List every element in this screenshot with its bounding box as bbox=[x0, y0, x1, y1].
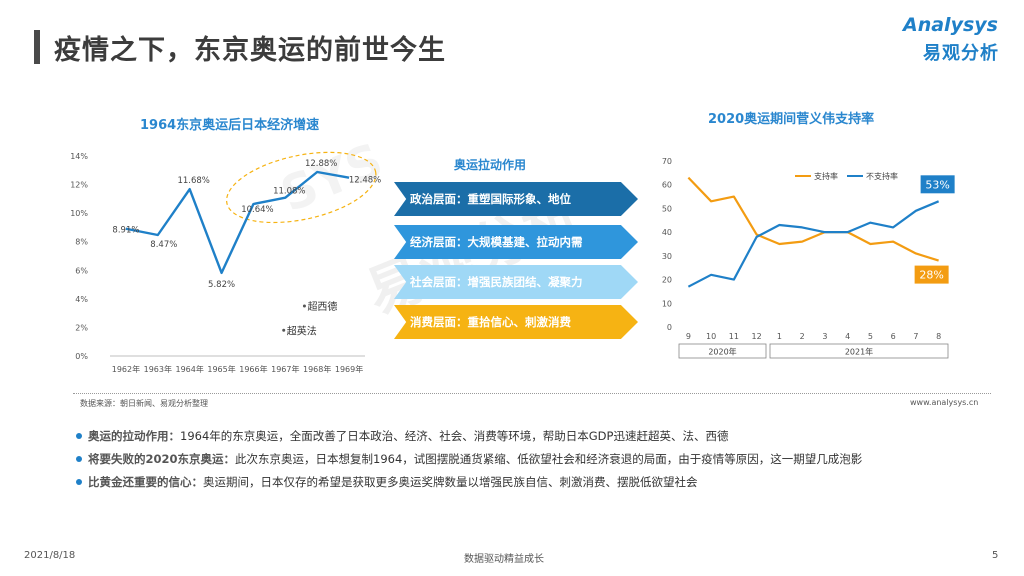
bullet-dot-icon bbox=[76, 456, 82, 462]
x-tick-label: 1967年 bbox=[271, 364, 299, 374]
x-tick-label: 1962年 bbox=[112, 364, 140, 374]
annotation-label: 超英法 bbox=[287, 324, 317, 337]
year-group-label: 2020年 bbox=[708, 347, 736, 357]
y-tick-label: 12% bbox=[70, 181, 88, 190]
y-tick-label: 10% bbox=[70, 209, 88, 218]
data-label: 11.68% bbox=[177, 176, 209, 186]
page-number: 5 bbox=[992, 550, 999, 561]
x-tick-label: 1966年 bbox=[239, 364, 267, 374]
divider bbox=[73, 393, 991, 394]
oppose-end-label: 53% bbox=[925, 178, 949, 191]
year-group-box bbox=[769, 343, 949, 359]
website-link[interactable]: www.analysys.cn bbox=[910, 398, 979, 407]
x-tick-label: 1964年 bbox=[176, 364, 204, 374]
data-label: 10.64% bbox=[241, 205, 273, 215]
x-tick-label: 6 bbox=[891, 332, 896, 341]
bullet-title: 比黄金还重要的信心： bbox=[88, 475, 203, 489]
x-tick-label: 3 bbox=[822, 332, 827, 341]
legend-label: 支持率 bbox=[814, 171, 838, 181]
bullet-item: 比黄金还重要的信心： 奥运期间，日本仅存的希望是获取更多奥运奖牌数量以增强民族自… bbox=[76, 474, 698, 490]
support-end-badge bbox=[914, 265, 949, 284]
impact-economy-label: 经济层面：大规模基建、拉动内需 bbox=[410, 235, 583, 249]
x-tick-label: 2 bbox=[800, 332, 805, 341]
footer-date: 2021/8/18 bbox=[24, 550, 76, 561]
bullet-text: 奥运期间，日本仅存的希望是获取更多奥运奖牌数量以增强民族自信、刺激消费、摆脱低欲… bbox=[203, 475, 698, 489]
x-tick-label: 12 bbox=[752, 332, 762, 341]
annotation-label: 超西德 bbox=[307, 300, 337, 313]
footer-slogan: 数据驱动精益成长 bbox=[464, 554, 544, 565]
x-tick-label: 1 bbox=[777, 332, 782, 341]
x-tick-label: 8 bbox=[936, 332, 941, 341]
oppose-line bbox=[687, 200, 940, 288]
y-tick-label: 14% bbox=[70, 152, 88, 161]
y-tick-label: 0 bbox=[667, 323, 672, 332]
impact-society-label: 社会层面：增强民族团结、凝聚力 bbox=[410, 275, 583, 289]
support-line bbox=[687, 176, 939, 262]
bullet-title: 奥运的拉动作用： bbox=[88, 429, 180, 443]
x-tick-label: 4 bbox=[845, 332, 850, 341]
x-tick-label: 11 bbox=[729, 332, 739, 341]
y-tick-label: 30 bbox=[662, 252, 672, 261]
bullet-item: 奥运的拉动作用： 1964年的东京奥运，全面改善了日本政治、经济、社会、消费等环… bbox=[76, 428, 728, 444]
x-tick-label: 9 bbox=[686, 332, 691, 341]
bullet-item: 将要失败的2020东京奥运： 此次东京奥运，日本想复制1964，试图摆脱通货紧缩… bbox=[76, 451, 862, 467]
y-tick-label: 4% bbox=[75, 295, 88, 304]
title-accent-bar bbox=[34, 30, 40, 64]
y-tick-label: 8% bbox=[75, 238, 88, 247]
data-source: 数据来源：朝日新闻、易观分析整理 bbox=[80, 399, 208, 408]
impact-politics-label: 政治层面：重塑国际形象、地位 bbox=[410, 192, 571, 206]
impact-consumption: 消费层面：重拾信心、刺激消费 bbox=[394, 305, 638, 339]
data-label: 8.47% bbox=[150, 240, 177, 250]
bullet-title: 将要失败的2020东京奥运： bbox=[88, 452, 236, 466]
annotation-dot-icon bbox=[282, 328, 286, 332]
logo-text-en: Analysys bbox=[903, 14, 998, 36]
data-label: 12.48% bbox=[349, 176, 381, 186]
chart2-title: 2020奥运期间菅义伟支持率 bbox=[708, 112, 875, 127]
legend-label: 不支持率 bbox=[866, 171, 898, 181]
highlight-ellipse bbox=[226, 151, 377, 224]
bullet-text: 此次东京奥运，日本想复制1964，试图摆脱通货紧缩、低欲望社会和经济衰退的局面，… bbox=[235, 452, 863, 466]
data-label: 12.88% bbox=[305, 159, 337, 169]
gdp-growth-line bbox=[125, 170, 350, 275]
x-tick-label: 7 bbox=[913, 332, 918, 341]
chart1-title: 1964东京奥运后日本经济增速 bbox=[140, 118, 320, 133]
impact-economy: 经济层面：大规模基建、拉动内需 bbox=[394, 225, 638, 259]
bullet-text: 1964年的东京奥运，全面改善了日本政治、经济、社会、消费等环境，帮助日本GDP… bbox=[180, 429, 729, 443]
y-tick-label: 6% bbox=[75, 266, 88, 275]
impact-consumption-label: 消费层面：重拾信心、刺激消费 bbox=[410, 315, 571, 329]
year-group-label: 2021年 bbox=[845, 347, 873, 357]
y-tick-label: 50 bbox=[662, 204, 672, 213]
x-tick-label: 1963年 bbox=[144, 364, 172, 374]
impact-title: 奥运拉动作用 bbox=[454, 158, 527, 172]
page-title: 疫情之下，东京奥运的前世今生 bbox=[54, 35, 446, 66]
analysys-logo: Analysys 易观分析 bbox=[903, 14, 1003, 66]
x-tick-label: 1965年 bbox=[207, 364, 235, 374]
x-tick-label: 1969年 bbox=[335, 364, 363, 374]
y-tick-label: 60 bbox=[662, 181, 672, 190]
oppose-end-badge bbox=[920, 175, 955, 194]
y-tick-label: 40 bbox=[662, 228, 672, 237]
x-tick-label: 5 bbox=[868, 332, 873, 341]
x-tick-label: 10 bbox=[706, 332, 716, 341]
logo-text-cn: 易观分析 bbox=[923, 43, 999, 64]
annotation-dot-icon bbox=[302, 304, 306, 308]
support-end-label: 28% bbox=[919, 269, 943, 282]
data-label: 5.82% bbox=[208, 280, 235, 290]
x-tick-label: 1968年 bbox=[303, 364, 331, 374]
y-tick-label: 10 bbox=[662, 299, 672, 308]
bullet-dot-icon bbox=[76, 479, 82, 485]
data-label: 8.91% bbox=[112, 226, 139, 236]
data-label: 11.08% bbox=[273, 187, 305, 197]
impact-society: 社会层面：增强民族团结、凝聚力 bbox=[394, 265, 638, 299]
impact-politics: 政治层面：重塑国际形象、地位 bbox=[394, 182, 638, 216]
y-tick-label: 0% bbox=[75, 352, 88, 361]
y-tick-label: 2% bbox=[75, 323, 88, 332]
y-tick-label: 70 bbox=[662, 157, 672, 166]
y-tick-label: 20 bbox=[662, 276, 672, 285]
year-group-box bbox=[678, 343, 767, 359]
gdp-growth-chart: 0% 2% 4% 6% 8% 10% 12% 14% 1962年 1963年 1964年 1965年 1… bbox=[70, 151, 381, 374]
bullet-dot-icon bbox=[76, 433, 82, 439]
